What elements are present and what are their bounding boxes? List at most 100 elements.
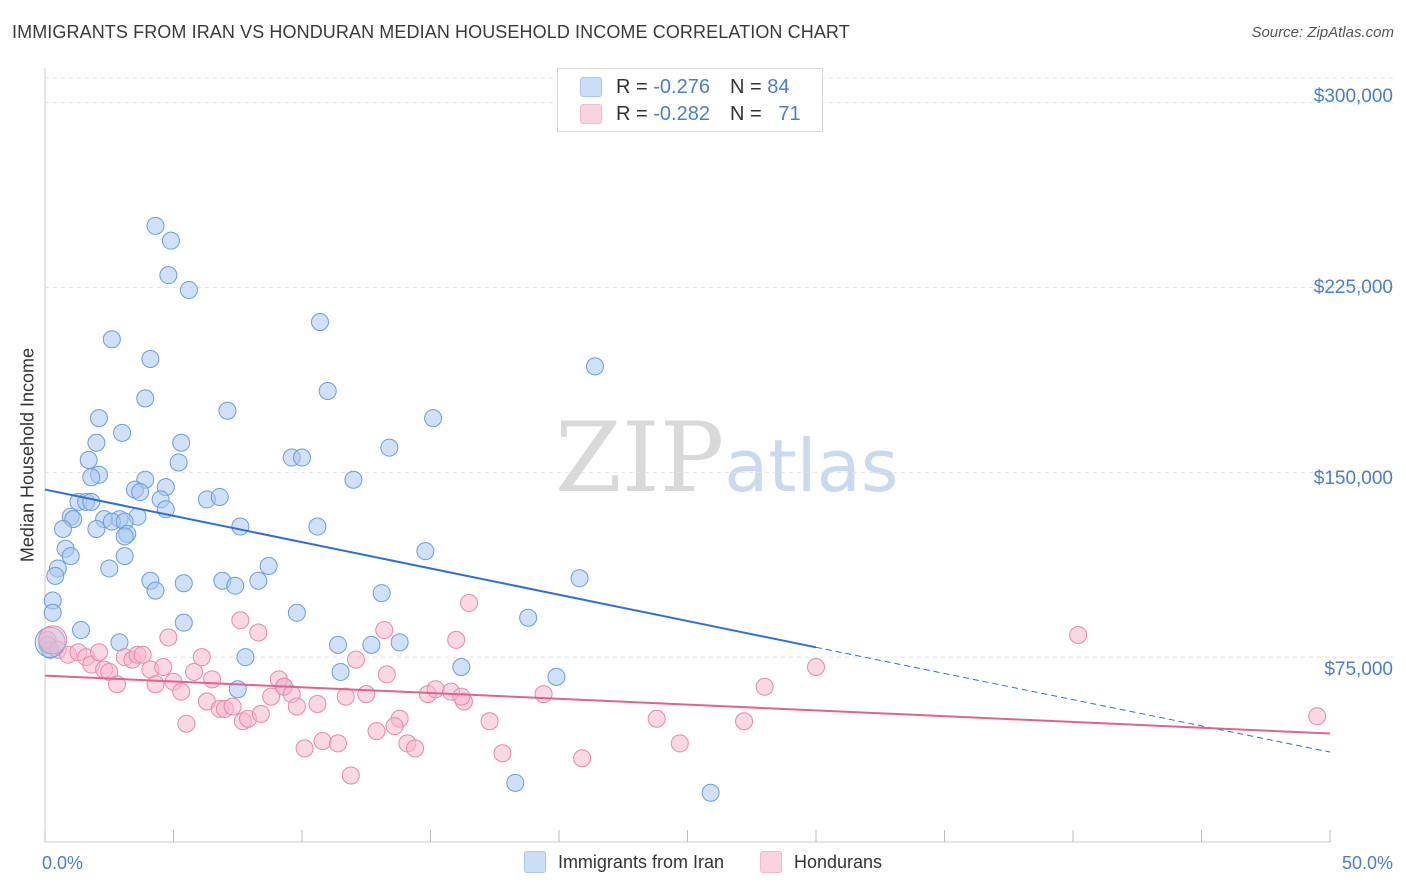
y-axis-label: Median Household Income bbox=[17, 347, 38, 563]
legend-r-label: R = bbox=[616, 102, 648, 125]
point-s0-65 bbox=[43, 603, 62, 622]
series-legend-iran[interactable]: Immigrants from Iran bbox=[523, 851, 724, 873]
point-s0-9 bbox=[318, 381, 337, 400]
point-s0-6 bbox=[585, 357, 604, 376]
point-s0-44 bbox=[231, 517, 250, 536]
legend-swatch-hondurans bbox=[580, 104, 602, 124]
point-s0-59 bbox=[249, 571, 268, 590]
point-s0-1 bbox=[161, 231, 180, 250]
series-legend-hondurans[interactable]: Hondurans bbox=[759, 851, 883, 873]
series-label-iran: Immigrants from Iran bbox=[557, 851, 724, 872]
chart-title: IMMIGRANTS FROM IRAN VS HONDURAN MEDIAN … bbox=[12, 22, 850, 42]
y-tick-label-150000: $150,000 bbox=[1313, 468, 1393, 489]
point-s0-11 bbox=[424, 409, 443, 428]
point-s1-45 bbox=[357, 685, 376, 704]
watermark: ZIPatlas bbox=[555, 402, 898, 514]
point-s0-54 bbox=[100, 559, 119, 578]
point-s1-28 bbox=[231, 611, 250, 630]
gridlines bbox=[45, 77, 1395, 658]
series-swatch-hondurans bbox=[759, 851, 782, 873]
point-s1-19 bbox=[172, 682, 191, 701]
x-tick-label-max: 50.0% bbox=[1341, 853, 1393, 873]
point-s1-56 bbox=[447, 630, 466, 649]
point-s0-52 bbox=[259, 556, 278, 575]
point-cluster-hondurans bbox=[38, 625, 68, 655]
point-s1-16 bbox=[154, 658, 173, 677]
point-s1-37 bbox=[287, 697, 306, 716]
point-s1-59 bbox=[480, 712, 499, 731]
point-s1-51 bbox=[406, 739, 425, 758]
legend-r-value: -0.276 bbox=[653, 75, 710, 98]
watermark-zip: ZIP bbox=[555, 402, 725, 514]
series-legend: Immigrants from Iran Hondurans bbox=[0, 851, 1406, 873]
point-s0-24 bbox=[344, 470, 363, 489]
point-s0-76 bbox=[236, 648, 255, 667]
point-s0-7 bbox=[310, 312, 329, 331]
legend-row-hondurans: R = -0.282 N = 71 bbox=[580, 102, 801, 126]
point-s0-30 bbox=[210, 487, 229, 506]
point-s0-12 bbox=[89, 409, 108, 428]
point-s1-66 bbox=[755, 677, 774, 696]
point-s1-67 bbox=[807, 658, 825, 677]
point-s0-60 bbox=[174, 574, 193, 593]
point-s0-45 bbox=[308, 517, 327, 536]
trend-hondurans bbox=[44, 674, 1331, 735]
point-s1-58 bbox=[460, 593, 479, 612]
legend-row-iran: R = -0.276 N = 84 bbox=[580, 75, 789, 99]
trend-iran-solid bbox=[44, 488, 817, 649]
trend-lines bbox=[44, 488, 1331, 753]
x-tick-label-min: 0.0% bbox=[42, 853, 84, 873]
chart-source: Source: ZipAtlas.com bbox=[1251, 24, 1394, 41]
point-s0-42 bbox=[53, 520, 72, 539]
legend-r-label: R = bbox=[616, 75, 648, 98]
y-tick-label-225000: $225,000 bbox=[1313, 277, 1393, 298]
point-s1-47 bbox=[377, 665, 396, 684]
series-swatch-iran bbox=[523, 851, 546, 873]
point-s0-58 bbox=[226, 576, 245, 595]
point-s0-8 bbox=[136, 389, 155, 408]
point-s0-77 bbox=[452, 658, 471, 677]
point-s0-51 bbox=[416, 542, 435, 561]
point-s0-69 bbox=[71, 621, 90, 640]
point-s0-33 bbox=[82, 492, 101, 511]
point-s1-68 bbox=[1069, 625, 1088, 644]
point-s0-20 bbox=[169, 453, 188, 472]
point-s0-61 bbox=[372, 584, 391, 603]
point-s0-2 bbox=[159, 266, 178, 285]
legend-n-label: N = bbox=[729, 102, 762, 125]
point-s1-64 bbox=[670, 734, 689, 753]
point-s1-65 bbox=[735, 712, 754, 731]
point-s1-21 bbox=[185, 662, 204, 681]
point-s0-71 bbox=[328, 635, 347, 654]
legend-n-value: 71 bbox=[778, 102, 801, 125]
series-label-hondurans: Hondurans bbox=[793, 851, 883, 872]
point-s0-13 bbox=[113, 423, 132, 442]
point-s0-10 bbox=[218, 401, 237, 420]
point-s0-3 bbox=[179, 280, 198, 299]
watermark-atlas: atlas bbox=[724, 424, 899, 508]
point-s0-83 bbox=[701, 783, 720, 802]
point-s1-54 bbox=[426, 680, 445, 699]
point-s1-61 bbox=[534, 685, 553, 704]
point-s1-40 bbox=[313, 731, 332, 750]
point-s0-0 bbox=[146, 216, 165, 235]
point-s0-15 bbox=[172, 433, 191, 452]
point-s0-82 bbox=[506, 773, 525, 792]
data-points bbox=[34, 216, 1327, 802]
point-s1-46 bbox=[367, 722, 386, 741]
point-s0-49 bbox=[61, 547, 80, 566]
point-s0-50 bbox=[115, 547, 134, 566]
point-s1-32 bbox=[251, 704, 270, 723]
point-s0-22 bbox=[82, 468, 101, 487]
point-s1-63 bbox=[647, 709, 666, 728]
point-s0-62 bbox=[570, 569, 589, 588]
point-s1-60 bbox=[493, 744, 512, 763]
legend-r-value: -0.282 bbox=[653, 102, 710, 125]
point-s1-31 bbox=[249, 623, 268, 642]
point-s1-27 bbox=[223, 697, 242, 716]
axes bbox=[44, 68, 1331, 843]
point-s1-17 bbox=[159, 628, 178, 647]
point-s1-15 bbox=[146, 675, 165, 694]
point-s0-4 bbox=[102, 330, 121, 349]
legend-n-value: 84 bbox=[767, 75, 790, 98]
